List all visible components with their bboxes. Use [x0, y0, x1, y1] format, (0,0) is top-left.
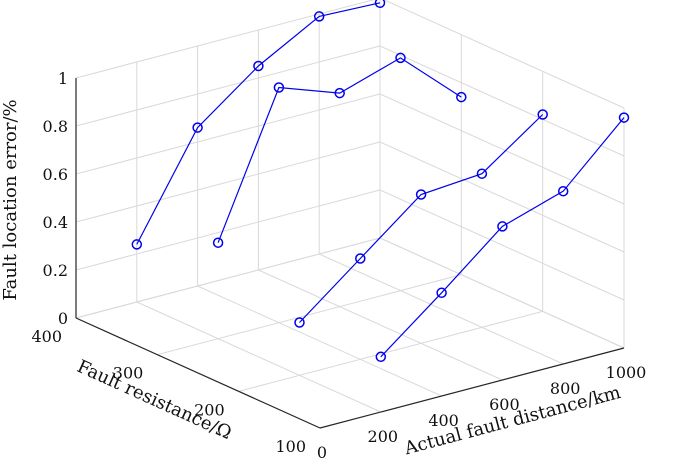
- z-tick-label: 0: [58, 309, 68, 328]
- series-line: [217, 57, 462, 243]
- z-axis-label: Fault location error/%: [0, 99, 21, 300]
- grid-line: [379, 93, 625, 205]
- data-point: [456, 91, 467, 103]
- grid-line: [197, 285, 442, 397]
- grid-line: [258, 269, 503, 381]
- grid-line: [75, 0, 375, 79]
- x-tick-label: 1000: [606, 363, 647, 382]
- grid-line: [379, 141, 625, 253]
- data-point: [294, 317, 305, 328]
- x-tick-label: 800: [550, 379, 581, 398]
- z-tick-label: 0.4: [43, 213, 68, 232]
- data-point: [497, 221, 508, 232]
- series-line: [299, 114, 544, 323]
- data-point: [415, 189, 427, 200]
- y-tick-label: 200: [194, 400, 225, 419]
- data-point: [313, 11, 325, 22]
- grid-line: [75, 93, 381, 175]
- z-tick-label: 0.2: [43, 261, 68, 280]
- data-point: [476, 168, 488, 179]
- grid: [75, 0, 625, 429]
- grid-line: [75, 141, 381, 223]
- grid-line: [383, 0, 625, 109]
- grid-line: [379, 45, 625, 157]
- data-point: [557, 185, 569, 197]
- z-tick-label: 0.6: [43, 165, 68, 184]
- grid-line: [157, 274, 462, 356]
- data-point: [395, 52, 406, 64]
- y-axis-line: [75, 317, 321, 429]
- grid-line: [238, 310, 543, 392]
- y-tick-label: 400: [31, 327, 62, 346]
- x-tick-label: 200: [368, 427, 399, 446]
- grid-line: [318, 253, 564, 365]
- data-point: [192, 122, 203, 133]
- z-tick-label: 0.8: [43, 117, 68, 136]
- data-point: [374, 0, 386, 9]
- data-point: [253, 60, 264, 72]
- data-point: [273, 82, 285, 93]
- tick-labels: 0200400600800100010020030040000.20.40.60…: [31, 69, 646, 462]
- series-group: [131, 0, 630, 363]
- axes: [75, 78, 625, 429]
- z-tick-label: 1: [58, 69, 68, 88]
- grid-line: [379, 237, 625, 349]
- grid-line: [136, 301, 382, 413]
- data-point: [436, 287, 447, 299]
- data-point: [212, 237, 224, 248]
- data-point: [375, 351, 387, 363]
- data-point: [618, 112, 630, 123]
- grid-line: [379, 189, 625, 301]
- data-point: [334, 87, 345, 99]
- x-tick-label: 400: [428, 411, 459, 430]
- grid-line: [75, 45, 381, 127]
- x-tick-label: 0: [317, 443, 327, 462]
- y-tick-label: 100: [275, 437, 306, 456]
- x-tick-label: 600: [489, 395, 520, 414]
- y-tick-label: 300: [113, 364, 144, 383]
- series-line: [380, 117, 625, 358]
- x-axis-line: [319, 347, 625, 429]
- data-point: [131, 239, 143, 250]
- data-point: [355, 253, 366, 264]
- grid-line: [75, 189, 381, 271]
- data-point: [537, 109, 548, 120]
- grid-line: [75, 237, 381, 319]
- series-line: [136, 2, 381, 245]
